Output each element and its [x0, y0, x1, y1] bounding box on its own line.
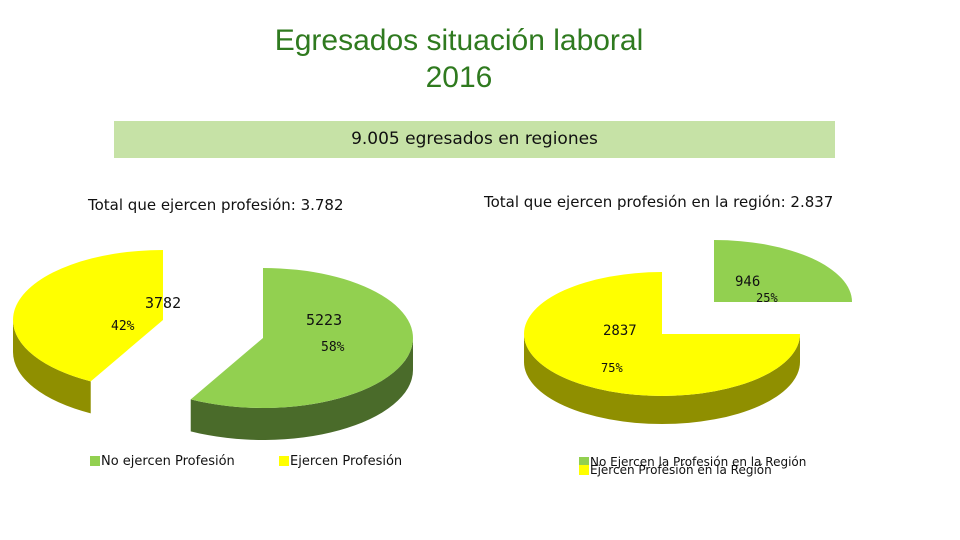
percent-label-ejercen: 42% — [111, 319, 135, 334]
pie-chart-left: 3782 42% 5223 58% — [13, 250, 413, 440]
pie-chart-right: 946 25% 2837 75% — [524, 240, 852, 424]
legend-item-ejercen: Ejercen Profesión — [279, 455, 402, 469]
legend-label: Ejercen Profesión en la Región — [590, 463, 772, 477]
legend-label: No ejercen Profesión — [101, 454, 235, 469]
legend-label: Ejercen Profesión — [290, 454, 402, 469]
value-label-ejercen: 3782 — [145, 294, 181, 312]
value-label-ejercen-region: 2837 — [603, 323, 637, 339]
legend-swatch-yellow — [279, 456, 289, 466]
percent-label-no-ejercen: 58% — [321, 340, 345, 355]
slice-no-ejercen-region — [714, 240, 852, 302]
value-label-no-ejercen: 5223 — [306, 311, 342, 329]
percent-label-ejercen-region: 75% — [601, 361, 623, 375]
legend-swatch-green — [90, 456, 100, 466]
legend-item-no-ejercen: No ejercen Profesión — [90, 455, 235, 469]
legend-item-ejercen-region: Ejercen Profesión en la Región — [579, 463, 772, 477]
value-label-no-ejercen-region: 946 — [735, 274, 760, 290]
legend-swatch-yellow — [579, 465, 589, 475]
percent-label-no-ejercen-region: 25% — [756, 291, 778, 305]
